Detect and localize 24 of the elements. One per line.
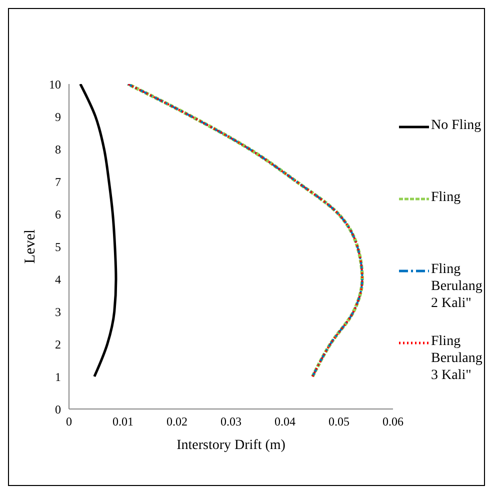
y-tick-label: 2 bbox=[55, 337, 61, 352]
legend-label: Fling bbox=[431, 189, 461, 206]
x-tick-label: 0.06 bbox=[382, 414, 404, 429]
legend-label: Fling Berulang 3 Kali" bbox=[431, 333, 483, 384]
x-tick-label: 0.02 bbox=[166, 414, 188, 429]
x-tick-label: 0 bbox=[66, 414, 72, 429]
y-tick-label: 7 bbox=[55, 174, 61, 189]
x-tick-label: 0.05 bbox=[328, 414, 350, 429]
y-tick-label: 3 bbox=[55, 304, 61, 319]
y-tick-label: 1 bbox=[55, 370, 61, 384]
y-tick-label: 8 bbox=[55, 142, 61, 156]
legend-label: No Fling bbox=[431, 117, 482, 134]
y-tick-label: 6 bbox=[55, 207, 61, 222]
y-tick-label: 5 bbox=[55, 240, 61, 254]
x-tick-label: 0.03 bbox=[220, 414, 242, 429]
y-tick-label: 10 bbox=[49, 77, 61, 92]
y-tick-label: 0 bbox=[55, 402, 61, 416]
y-tick-label: 9 bbox=[55, 110, 61, 124]
legend-label: Fling Berulang 2 Kali" bbox=[431, 261, 483, 312]
x-tick-label: 0.01 bbox=[112, 414, 134, 429]
y-axis-title: Level bbox=[22, 229, 38, 264]
x-tick-label: 0.04 bbox=[274, 414, 296, 429]
x-axis-title: Interstory Drift (m) bbox=[176, 438, 286, 453]
y-tick-label: 4 bbox=[55, 272, 61, 286]
